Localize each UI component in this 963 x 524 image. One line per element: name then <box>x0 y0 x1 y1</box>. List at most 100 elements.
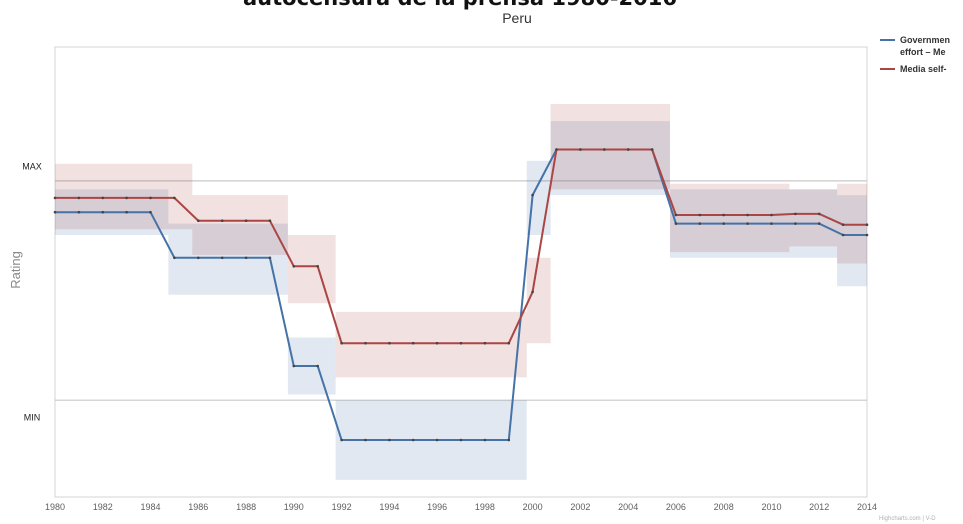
point-government-2007[interactable] <box>698 222 702 225</box>
x-tick-label-2010: 2010 <box>761 502 781 512</box>
point-government-1981[interactable] <box>77 210 81 214</box>
point-media-2008[interactable] <box>722 213 725 217</box>
point-media-2000[interactable] <box>531 290 534 294</box>
point-media-1981[interactable] <box>77 196 81 200</box>
point-government-1997[interactable] <box>459 438 463 442</box>
point-government-1980[interactable] <box>53 210 57 214</box>
band-government <box>55 121 867 480</box>
x-tick-label-2000: 2000 <box>523 502 543 512</box>
point-government-2013[interactable] <box>841 233 845 237</box>
point-government-1988[interactable] <box>244 256 248 260</box>
point-media-1990[interactable] <box>292 265 296 268</box>
point-media-1993[interactable] <box>364 341 367 345</box>
point-media-2005[interactable] <box>650 148 654 151</box>
point-media-1983[interactable] <box>125 196 128 200</box>
point-government-1993[interactable] <box>364 438 367 442</box>
point-government-1983[interactable] <box>125 210 128 214</box>
point-government-1995[interactable] <box>411 438 415 442</box>
band-media <box>55 104 867 378</box>
point-media-1986[interactable] <box>197 219 200 222</box>
point-government-2012[interactable] <box>817 222 821 225</box>
point-government-1994[interactable] <box>388 438 391 442</box>
point-government-1984[interactable] <box>149 210 152 214</box>
x-tick-label-1986: 1986 <box>188 502 208 512</box>
point-government-1986[interactable] <box>197 256 200 260</box>
point-media-1982[interactable] <box>101 196 105 200</box>
point-media-2003[interactable] <box>603 148 606 151</box>
point-government-2000[interactable] <box>531 193 534 197</box>
point-media-1980[interactable] <box>53 196 57 200</box>
point-media-1989[interactable] <box>268 219 272 222</box>
point-media-2009[interactable] <box>746 213 749 217</box>
point-media-2013[interactable] <box>841 223 845 226</box>
confidence-bands <box>55 104 867 480</box>
legend-label-media: Media self- <box>900 64 947 74</box>
x-tick-label-1990: 1990 <box>284 502 304 512</box>
point-media-1996[interactable] <box>435 341 439 345</box>
chart-credit[interactable]: Highcharts.com | V-D <box>879 516 936 522</box>
point-government-1989[interactable] <box>268 256 272 260</box>
point-media-1995[interactable] <box>411 341 415 345</box>
point-government-2010[interactable] <box>770 222 773 225</box>
point-media-1987[interactable] <box>220 219 224 222</box>
x-tick-label-2002: 2002 <box>570 502 590 512</box>
point-media-1988[interactable] <box>244 219 248 222</box>
x-tick-label-1996: 1996 <box>427 502 447 512</box>
x-tick-label-2014: 2014 <box>857 502 877 512</box>
point-media-1994[interactable] <box>388 341 391 345</box>
x-tick-label-1984: 1984 <box>140 502 160 512</box>
point-media-1991[interactable] <box>316 265 320 268</box>
point-media-2010[interactable] <box>770 213 773 217</box>
point-government-2008[interactable] <box>722 222 725 225</box>
point-media-2006[interactable] <box>674 213 678 217</box>
point-government-1999[interactable] <box>507 438 511 442</box>
point-media-1997[interactable] <box>459 341 463 345</box>
point-government-1990[interactable] <box>292 364 296 368</box>
x-tick-label-1988: 1988 <box>236 502 256 512</box>
point-government-1985[interactable] <box>173 256 176 260</box>
point-media-2002[interactable] <box>579 148 582 151</box>
point-media-2011[interactable] <box>794 212 797 216</box>
point-government-1987[interactable] <box>220 256 224 260</box>
point-media-2012[interactable] <box>817 212 821 216</box>
reference-lines <box>55 180 867 401</box>
point-government-1982[interactable] <box>101 210 105 214</box>
y-tick-label-max: MAX <box>22 162 42 172</box>
x-tick-label-1998: 1998 <box>475 502 495 512</box>
x-tick-label-1994: 1994 <box>379 502 399 512</box>
point-media-1992[interactable] <box>340 341 343 345</box>
legend-label-government-line2: effort – Me <box>900 47 946 57</box>
point-media-1984[interactable] <box>149 196 152 200</box>
legend-item-media[interactable]: Media self- <box>880 64 947 74</box>
point-government-2006[interactable] <box>674 222 678 225</box>
x-tick-label-1982: 1982 <box>93 502 113 512</box>
legend-item-government[interactable]: Governmen effort – Me <box>880 35 950 57</box>
x-tick-label-2012: 2012 <box>809 502 829 512</box>
point-government-1992[interactable] <box>340 438 343 442</box>
x-axis-ticks: 1980 1982 1984 1986 1988 1990 1992 1994 1996 1998… <box>45 502 877 512</box>
x-tick-label-1992: 1992 <box>332 502 352 512</box>
point-government-1996[interactable] <box>435 438 439 442</box>
point-government-2011[interactable] <box>794 222 797 225</box>
x-tick-label-2004: 2004 <box>618 502 638 512</box>
point-media-2014[interactable] <box>865 223 869 226</box>
y-axis-title: Rating <box>8 251 23 289</box>
point-government-1998[interactable] <box>483 438 487 442</box>
point-media-1985[interactable] <box>173 196 176 200</box>
point-media-2004[interactable] <box>626 148 630 151</box>
legend[interactable]: Governmen effort – Me Media self- <box>880 35 950 74</box>
point-media-1999[interactable] <box>507 341 511 345</box>
point-media-2007[interactable] <box>698 213 702 217</box>
plot-area <box>54 46 868 498</box>
legend-label-government-line1: Governmen <box>900 35 950 45</box>
point-media-1998[interactable] <box>483 341 487 345</box>
point-government-2009[interactable] <box>746 222 749 225</box>
x-tick-label-2008: 2008 <box>714 502 734 512</box>
point-government-2014[interactable] <box>865 233 869 237</box>
x-tick-label-1980: 1980 <box>45 502 65 512</box>
x-tick-label-2006: 2006 <box>666 502 686 512</box>
series-markers <box>53 148 869 442</box>
point-media-2001[interactable] <box>555 148 558 151</box>
point-government-1991[interactable] <box>316 364 320 368</box>
